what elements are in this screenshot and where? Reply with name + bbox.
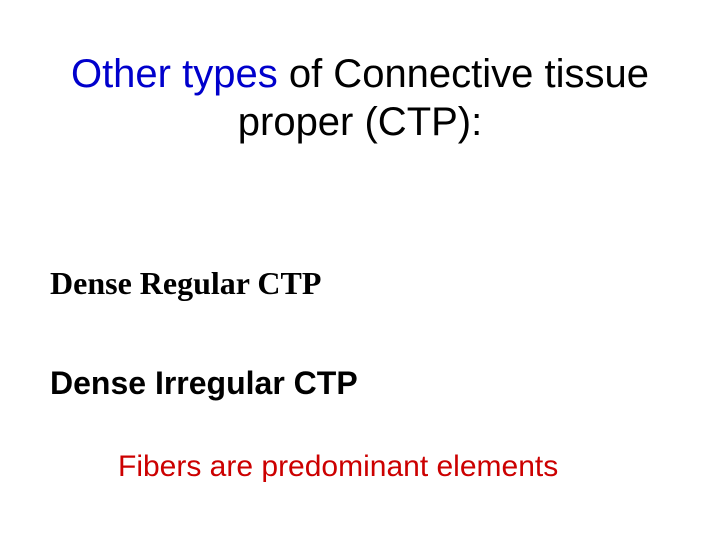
title-black-text-1: of Connective tissue [278,52,649,96]
subtype-dense-irregular: Dense Irregular CTP [50,365,358,402]
title-line-1: Other types of Connective tissue [0,50,720,98]
title-line-2: proper (CTP): [0,98,720,146]
slide-title: Other types of Connective tissue proper … [0,50,720,146]
subtype-dense-regular: Dense Regular CTP [50,265,321,302]
title-colored-text: Other types [71,52,278,96]
description-text: Fibers are predominant elements [118,450,558,484]
